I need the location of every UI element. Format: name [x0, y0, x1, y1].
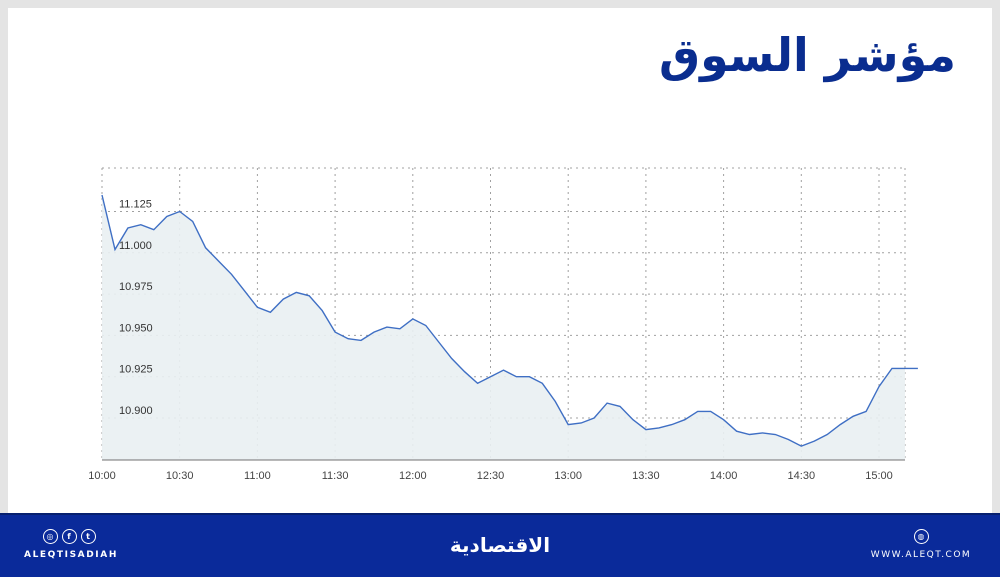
x-tick-label: 14:00 [710, 470, 738, 482]
x-tick-label: 13:30 [632, 470, 660, 482]
website-link[interactable]: ◍ WWW.ALEQT.COM [866, 529, 976, 560]
chart-svg: 11.125 11.000 10.975 10.950 10.925 10.900 10:… [88, 167, 918, 482]
social-links: ◎ f t ALEQTISADIAH [24, 529, 118, 560]
chart-line [101, 194, 918, 447]
facebook-icon[interactable]: f [61, 529, 77, 544]
chart-area-fill [102, 195, 918, 460]
footer-bar: ◎ f t ALEQTISADIAH الاقتصادية ◍ WWW.ALEQ… [0, 513, 1000, 577]
x-axis-labels: 10:00 10:30 11:00 11:30 12:00 12:30 13:00 13:30… [88, 470, 893, 482]
x-tick-label: 14:30 [788, 470, 816, 482]
market-index-chart: 11.125 11.000 10.975 10.950 10.925 10.900 10:… [88, 167, 918, 482]
x-tick-label: 12:30 [477, 470, 505, 482]
y-tick-label: 11.000 [119, 240, 152, 252]
y-tick-label: 10.900 [119, 405, 153, 417]
social-handle: ALEQTISADIAH [24, 550, 118, 560]
instagram-icon[interactable]: ◎ [42, 529, 58, 544]
y-tick-label: 10.950 [119, 322, 153, 334]
x-tick-label: 10:30 [166, 470, 194, 482]
website-url[interactable]: WWW.ALEQT.COM [870, 550, 972, 560]
page-title: مؤشر السوق [658, 28, 956, 82]
y-axis-labels: 11.125 11.000 10.975 10.950 10.925 10.900 [119, 199, 153, 418]
x-tick-label: 10:00 [88, 470, 116, 482]
y-tick-label: 10.975 [119, 281, 153, 293]
y-tick-label: 10.925 [119, 364, 153, 376]
brand-logo: الاقتصادية [449, 533, 551, 557]
x-tick-label: 15:00 [865, 470, 893, 482]
x-tick-label: 13:00 [554, 470, 582, 482]
x-tick-label: 12:00 [399, 470, 427, 482]
x-tick-label: 11:00 [244, 470, 271, 482]
y-tick-label: 11.125 [119, 199, 152, 211]
twitter-icon[interactable]: t [80, 529, 96, 544]
x-tick-label: 11:30 [322, 470, 349, 482]
globe-icon: ◍ [913, 529, 929, 544]
